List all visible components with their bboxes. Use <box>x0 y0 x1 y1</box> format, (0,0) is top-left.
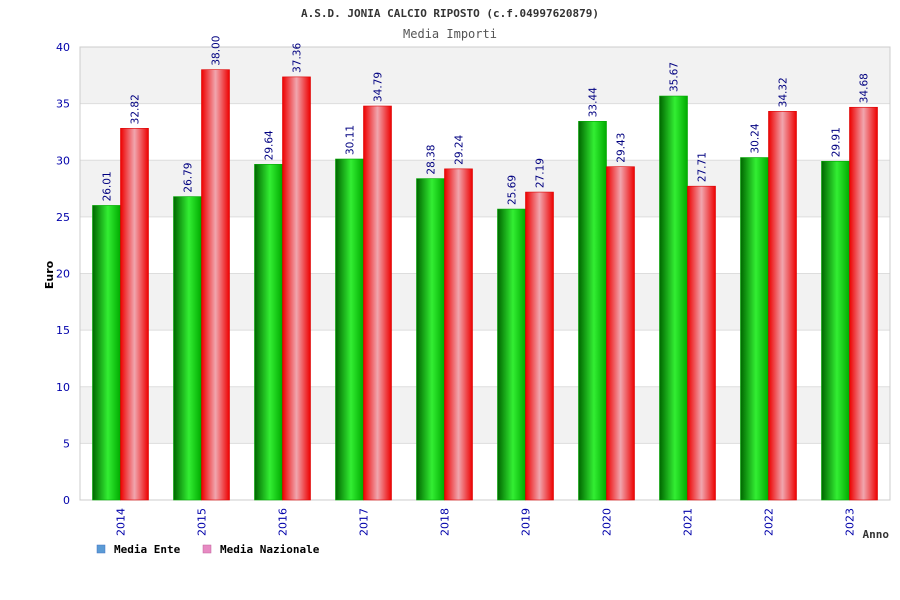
bar <box>768 111 797 501</box>
bar <box>497 208 526 501</box>
legend-label-media-nazionale: Media Nazionale <box>220 543 320 556</box>
x-tick-label: 2015 <box>196 508 209 536</box>
x-tick-label: 2021 <box>682 508 695 536</box>
y-tick-label: 25 <box>56 211 70 224</box>
bar-value-label: 38.00 <box>211 36 223 66</box>
bar <box>416 178 445 501</box>
x-tick-label: 2016 <box>277 508 290 536</box>
bar-value-label: 35.67 <box>669 62 681 92</box>
bar-value-label: 29.43 <box>616 133 628 163</box>
bar-value-label: 32.82 <box>130 94 142 124</box>
y-tick-label: 15 <box>56 324 70 337</box>
bar <box>578 120 607 501</box>
bar-value-label: 34.32 <box>778 77 790 107</box>
bar <box>282 76 311 501</box>
y-tick-label: 35 <box>56 98 70 111</box>
bar-value-label: 29.91 <box>831 127 843 157</box>
x-tick-label: 2014 <box>115 508 128 536</box>
y-axis-label: Euro <box>43 260 56 289</box>
y-axis-ticks: 0 5 10 15 20 25 30 35 40 <box>56 41 70 507</box>
bar-value-label: 28.38 <box>426 145 438 175</box>
legend-label-media-ente: Media Ente <box>114 543 181 556</box>
x-tick-label: 2017 <box>358 508 371 536</box>
bar-value-label: 34.68 <box>859 73 871 103</box>
x-axis-ticks: 2014 2015 2016 2017 2018 2019 2020 2021 2022 2023 <box>115 508 857 536</box>
bars-group <box>92 69 878 501</box>
bar-value-label: 34.79 <box>373 72 385 102</box>
bar-value-label: 29.24 <box>454 134 466 164</box>
y-tick-label: 20 <box>56 268 70 281</box>
bar-value-label: 26.01 <box>102 171 114 201</box>
bar <box>687 185 716 501</box>
bar-value-label: 37.36 <box>292 43 304 73</box>
bar <box>335 158 364 501</box>
bar <box>254 164 283 501</box>
value-labels-group: 26.01 32.82 26.79 38.00 29.64 37.36 30.11 34.79… <box>102 36 871 205</box>
bar-value-label: 27.71 <box>697 152 709 182</box>
bar <box>201 69 230 501</box>
legend-swatch-media-nazionale <box>202 544 212 554</box>
bar <box>740 157 769 501</box>
y-tick-label: 10 <box>56 381 70 394</box>
x-tick-label: 2019 <box>520 508 533 536</box>
bar-value-label: 26.79 <box>183 163 195 193</box>
x-axis-label: Anno <box>863 528 890 541</box>
legend-swatch-media-ente <box>96 544 106 554</box>
bar-value-label: 33.44 <box>588 87 600 117</box>
bar <box>821 160 850 501</box>
bar <box>363 105 392 501</box>
bar <box>173 196 202 501</box>
bar <box>606 166 635 501</box>
chart-title: A.S.D. JONIA CALCIO RIPOSTO (c.f.0499762… <box>301 7 599 20</box>
legend: Media Ente Media Nazionale <box>96 543 320 556</box>
bar-value-label: 25.69 <box>507 175 519 205</box>
plot-frame <box>79 46 891 501</box>
bar <box>849 106 878 501</box>
y-tick-label: 5 <box>63 437 70 450</box>
bar <box>444 168 473 501</box>
y-tick-label: 0 <box>63 494 70 507</box>
x-tick-label: 2023 <box>844 508 857 536</box>
bar-value-label: 30.11 <box>345 125 357 155</box>
chart-subtitle: Media Importi <box>403 27 497 41</box>
y-tick-label: 30 <box>56 154 70 167</box>
bar-value-label: 27.19 <box>535 158 547 188</box>
bar <box>92 205 121 501</box>
x-tick-label: 2020 <box>601 508 614 536</box>
bar <box>120 128 149 501</box>
bar-value-label: 29.64 <box>264 130 276 160</box>
bar <box>525 191 554 501</box>
x-tick-label: 2022 <box>763 508 776 536</box>
x-tick-label: 2018 <box>439 508 452 536</box>
bar-value-label: 30.24 <box>750 123 762 153</box>
bar <box>659 95 688 501</box>
y-tick-label: 40 <box>56 41 70 54</box>
